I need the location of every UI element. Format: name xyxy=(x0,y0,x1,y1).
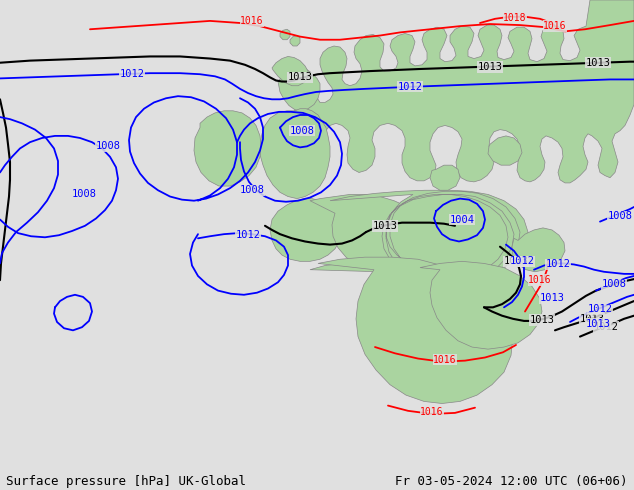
Text: 1013: 1013 xyxy=(503,256,529,267)
Polygon shape xyxy=(318,257,513,403)
Polygon shape xyxy=(194,111,261,186)
Text: 1012: 1012 xyxy=(235,230,261,240)
Text: 1016: 1016 xyxy=(543,21,567,31)
Text: 1008: 1008 xyxy=(72,190,96,199)
Text: 1008: 1008 xyxy=(607,211,633,221)
Text: Surface pressure [hPa] UK-Global: Surface pressure [hPa] UK-Global xyxy=(6,474,247,488)
Polygon shape xyxy=(310,195,428,272)
Polygon shape xyxy=(310,261,512,385)
Polygon shape xyxy=(288,0,634,183)
Polygon shape xyxy=(512,228,565,272)
Polygon shape xyxy=(260,109,330,198)
Polygon shape xyxy=(430,165,460,190)
Text: 1013: 1013 xyxy=(586,319,611,329)
Polygon shape xyxy=(330,190,528,288)
Text: 1016: 1016 xyxy=(528,275,552,285)
Polygon shape xyxy=(488,136,522,165)
Text: 1012: 1012 xyxy=(545,260,571,270)
Text: 1012: 1012 xyxy=(588,304,612,315)
Text: 1013: 1013 xyxy=(287,73,313,82)
Text: 1012: 1012 xyxy=(510,256,534,267)
Text: 1012: 1012 xyxy=(593,322,619,332)
Text: 1013: 1013 xyxy=(579,314,604,324)
Text: Fr 03-05-2024 12:00 UTC (06+06): Fr 03-05-2024 12:00 UTC (06+06) xyxy=(395,474,628,488)
Polygon shape xyxy=(290,36,300,46)
Text: 1013: 1013 xyxy=(586,58,611,68)
Text: 1016: 1016 xyxy=(240,16,264,26)
Text: 1008: 1008 xyxy=(290,125,314,136)
Text: 1004: 1004 xyxy=(450,215,474,224)
Polygon shape xyxy=(278,67,320,111)
Text: 1013: 1013 xyxy=(477,62,503,72)
Polygon shape xyxy=(420,261,542,349)
Text: 1013: 1013 xyxy=(373,221,398,231)
Text: 1013: 1013 xyxy=(540,293,564,303)
Polygon shape xyxy=(270,198,342,261)
Polygon shape xyxy=(280,29,290,40)
Text: 1012: 1012 xyxy=(119,69,145,79)
Text: 1016: 1016 xyxy=(420,407,444,417)
Text: 1008: 1008 xyxy=(240,185,264,195)
Text: 1012: 1012 xyxy=(398,82,422,92)
Text: 1008: 1008 xyxy=(96,141,120,151)
Text: 1008: 1008 xyxy=(602,279,626,289)
Text: 1013: 1013 xyxy=(529,315,555,325)
Text: 1018: 1018 xyxy=(503,13,527,23)
Text: 1016: 1016 xyxy=(433,355,456,365)
Polygon shape xyxy=(272,56,308,86)
